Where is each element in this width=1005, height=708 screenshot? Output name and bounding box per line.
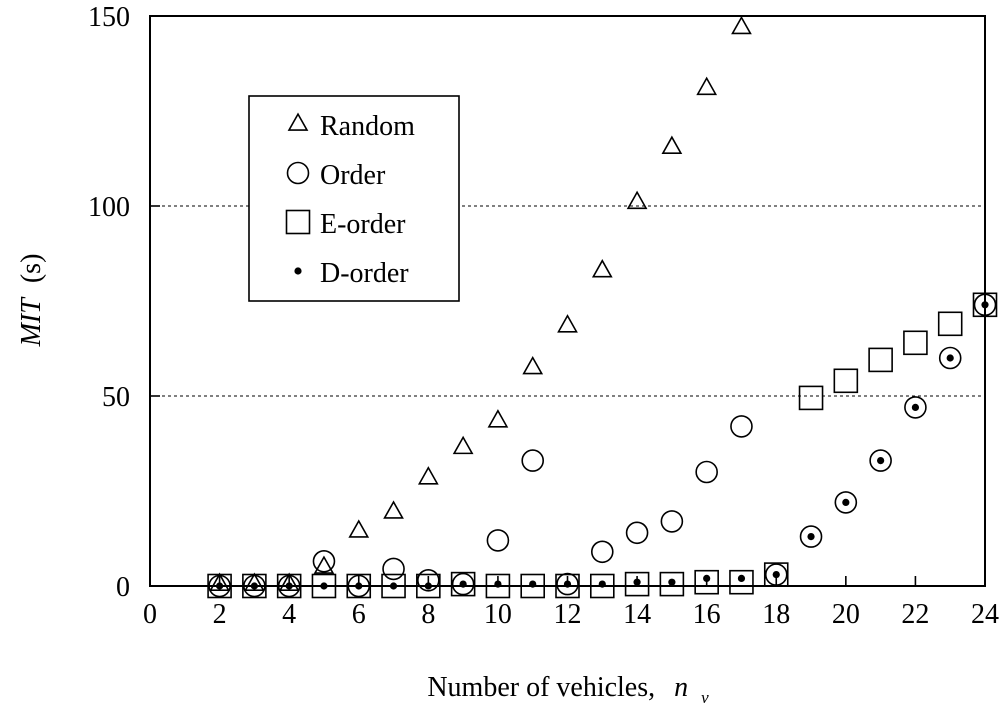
y-axis-title-text: MIT bbox=[16, 296, 47, 348]
random-point bbox=[626, 190, 648, 210]
order-point bbox=[590, 540, 614, 564]
legend-marker-order bbox=[286, 161, 310, 185]
x-axis-title: Number of vehicles, n v bbox=[427, 672, 709, 707]
x-tick-label: 16 bbox=[693, 599, 721, 630]
random-point bbox=[661, 135, 683, 154]
order-point bbox=[660, 510, 684, 533]
e-order-point bbox=[868, 347, 893, 373]
legend-item-order: Order bbox=[286, 160, 386, 191]
x-tick-label: 2 bbox=[213, 599, 227, 630]
x-tick-label: 22 bbox=[901, 599, 929, 630]
e-order-point bbox=[798, 385, 824, 411]
e-order-point bbox=[659, 571, 685, 597]
random-point bbox=[452, 435, 474, 455]
random-point bbox=[417, 466, 439, 485]
d-order-point bbox=[842, 498, 850, 506]
x-tick-label: 8 bbox=[421, 599, 435, 630]
d-order-point bbox=[946, 354, 954, 362]
x-tick-label: 12 bbox=[554, 599, 582, 630]
legend-items: Random Order E-order D-order bbox=[285, 111, 415, 289]
random-point bbox=[383, 500, 404, 519]
d-order-point bbox=[877, 457, 885, 465]
order-point bbox=[521, 449, 545, 472]
order-point bbox=[904, 396, 927, 419]
legend: Random Order E-order D-order bbox=[248, 95, 460, 302]
e-order-point bbox=[694, 569, 719, 595]
x-tick-label: 0 bbox=[143, 599, 157, 630]
x-tick-label: 14 bbox=[623, 599, 651, 630]
series-order bbox=[208, 293, 997, 598]
x-tick-label: 24 bbox=[971, 599, 999, 630]
random-point bbox=[348, 519, 370, 538]
e-order-point bbox=[833, 368, 859, 394]
random-point bbox=[731, 15, 752, 35]
random-point bbox=[278, 572, 300, 591]
order-point bbox=[417, 568, 440, 592]
order-point bbox=[556, 572, 579, 596]
y-tick-label: 50 bbox=[102, 382, 130, 413]
legend-marker-d-order bbox=[294, 267, 302, 275]
order-point bbox=[834, 491, 858, 514]
legend-marker-e-order bbox=[285, 209, 311, 235]
d-order-point bbox=[668, 578, 676, 586]
x-tick-label: 20 bbox=[832, 599, 860, 630]
y-axis-title-unit: (s) bbox=[16, 254, 47, 284]
random-point bbox=[696, 76, 718, 96]
order-point bbox=[799, 525, 823, 548]
random-point bbox=[522, 355, 544, 375]
x-axis-title-subscript: v bbox=[701, 688, 709, 707]
d-order-point bbox=[807, 533, 815, 541]
data-points bbox=[207, 15, 998, 599]
random-point bbox=[313, 555, 335, 574]
order-point bbox=[382, 557, 405, 581]
order-point bbox=[730, 415, 753, 438]
random-point bbox=[209, 572, 230, 591]
x-tick-label: 4 bbox=[282, 599, 296, 630]
y-tick-label: 150 bbox=[88, 2, 130, 33]
series-random bbox=[209, 15, 752, 591]
order-point bbox=[869, 449, 892, 472]
e-order-point bbox=[624, 571, 650, 597]
legend-label: Order bbox=[320, 160, 386, 191]
random-point bbox=[487, 409, 509, 428]
e-order-point bbox=[729, 569, 754, 595]
legend-item-d-order: D-order bbox=[294, 258, 409, 289]
legend-item-e-order: E-order bbox=[285, 209, 406, 240]
legend-item-random: Random bbox=[287, 111, 415, 142]
x-tick-label: 18 bbox=[762, 599, 790, 630]
e-order-point bbox=[937, 311, 963, 337]
d-order-point bbox=[737, 574, 746, 583]
legend-box bbox=[248, 95, 460, 302]
y-tick-label: 100 bbox=[88, 192, 130, 223]
d-order-point bbox=[772, 571, 780, 579]
legend-marker-random bbox=[287, 112, 309, 131]
x-tick-label: 10 bbox=[484, 599, 512, 630]
e-order-point bbox=[450, 571, 476, 597]
y-axis-title: MIT (s) bbox=[16, 254, 47, 348]
d-order-point bbox=[911, 403, 920, 411]
x-axis-title-text: Number of vehicles, bbox=[427, 672, 655, 703]
order-point bbox=[938, 346, 962, 370]
legend-label: D-order bbox=[320, 258, 409, 289]
order-point bbox=[312, 549, 336, 573]
random-point bbox=[591, 259, 613, 278]
series-d-order bbox=[215, 301, 989, 590]
y-tick-label: 0 bbox=[116, 572, 130, 603]
random-point bbox=[244, 572, 265, 591]
random-point bbox=[557, 314, 578, 333]
e-order-point bbox=[903, 330, 928, 356]
x-axis-title-variable: n bbox=[674, 672, 688, 703]
order-point bbox=[451, 572, 475, 596]
order-point bbox=[695, 460, 718, 484]
legend-label: Random bbox=[320, 111, 415, 142]
x-tick-label: 6 bbox=[352, 599, 366, 630]
order-point bbox=[625, 521, 649, 545]
legend-label: E-order bbox=[320, 209, 406, 240]
order-point bbox=[486, 529, 510, 552]
